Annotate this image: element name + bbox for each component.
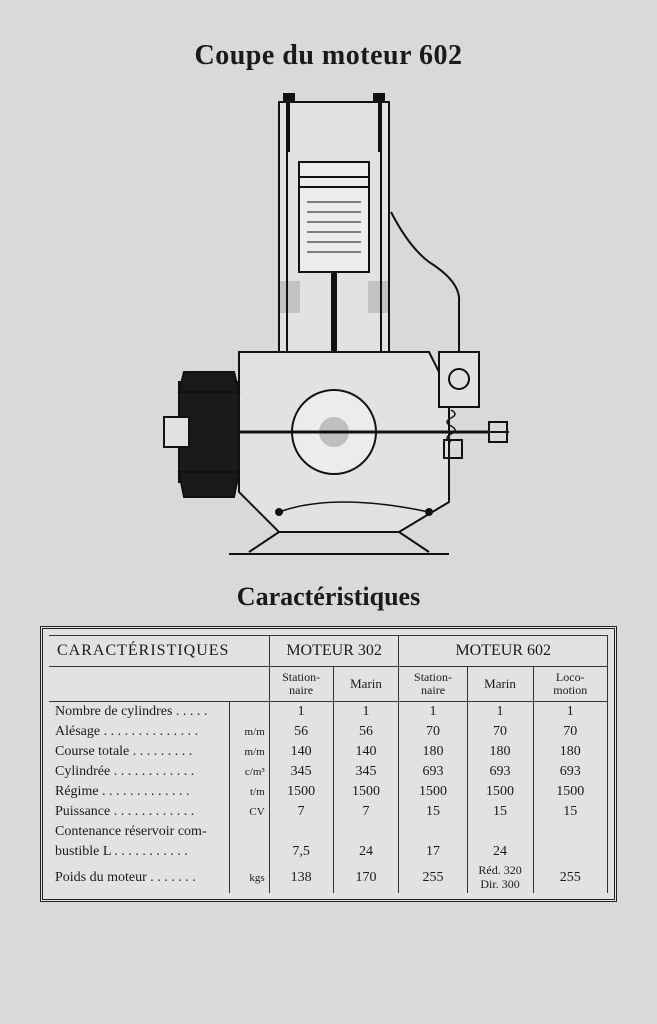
hdr-caracteristiques: CARACTÉRISTIQUES [49, 636, 269, 667]
cell: 1500 [269, 782, 333, 802]
row-unit [230, 822, 269, 842]
cell: 1500 [399, 782, 467, 802]
row-unit: kgs [230, 862, 269, 892]
row-label: Course totale . . . . . . . . . [49, 742, 230, 762]
engine-diagram [129, 92, 529, 562]
cell: 56 [333, 722, 399, 742]
cell: 138 [269, 862, 333, 892]
cell: 7,5 [269, 842, 333, 862]
cell: 693 [533, 762, 607, 782]
cell: Réd. 320Dir. 300 [467, 862, 533, 892]
cell: 180 [399, 742, 467, 762]
row-unit: CV [230, 802, 269, 822]
cell: 70 [399, 722, 467, 742]
cell: 1500 [333, 782, 399, 802]
cell: 180 [533, 742, 607, 762]
page-title: Coupe du moteur 602 [40, 40, 617, 72]
cell: 140 [333, 742, 399, 762]
row-unit [230, 702, 269, 723]
cell: 1500 [533, 782, 607, 802]
cell: 70 [533, 722, 607, 742]
subhdr-blank [49, 667, 269, 702]
row-label: bustible L . . . . . . . . . . . [49, 842, 230, 862]
cell [533, 822, 607, 842]
cell [467, 822, 533, 842]
row-label: Poids du moteur . . . . . . . [49, 862, 230, 892]
subhdr-602-marin: Marin [467, 667, 533, 702]
row-label: Puissance . . . . . . . . . . . . [49, 802, 230, 822]
row-label: Alésage . . . . . . . . . . . . . . [49, 722, 230, 742]
cell [269, 822, 333, 842]
cell: 693 [467, 762, 533, 782]
row-label: Nombre de cylindres . . . . . [49, 702, 230, 723]
cell: 56 [269, 722, 333, 742]
cell: 693 [399, 762, 467, 782]
cell: 70 [467, 722, 533, 742]
row-label: Régime . . . . . . . . . . . . . [49, 782, 230, 802]
cell [333, 822, 399, 842]
cell: 1 [269, 702, 333, 723]
cell: 255 [533, 862, 607, 892]
cell: 1 [467, 702, 533, 723]
spec-table-frame: CARACTÉRISTIQUES MOTEUR 302 MOTEUR 602 S… [40, 626, 617, 902]
subhdr-302-marin: Marin [333, 667, 399, 702]
cell: 345 [333, 762, 399, 782]
cell [399, 822, 467, 842]
cell: 255 [399, 862, 467, 892]
row-unit: t/m [230, 782, 269, 802]
section-subtitle: Caractéristiques [40, 582, 617, 612]
cell: 15 [467, 802, 533, 822]
cell: 15 [399, 802, 467, 822]
cell: 140 [269, 742, 333, 762]
row-unit: m/m [230, 722, 269, 742]
row-label: Contenance réservoir com- [49, 822, 230, 842]
cell: 180 [467, 742, 533, 762]
cell: 1 [399, 702, 467, 723]
row-unit: m/m [230, 742, 269, 762]
cell: 1 [333, 702, 399, 723]
cell: 24 [467, 842, 533, 862]
cell: 24 [333, 842, 399, 862]
row-unit [230, 842, 269, 862]
cell: 7 [333, 802, 399, 822]
subhdr-602-locomotion: Loco-motion [533, 667, 607, 702]
hdr-moteur-602: MOTEUR 602 [399, 636, 608, 667]
cell: 7 [269, 802, 333, 822]
spec-table: CARACTÉRISTIQUES MOTEUR 302 MOTEUR 602 S… [49, 635, 608, 893]
cell: 170 [333, 862, 399, 892]
row-label: Cylindrée . . . . . . . . . . . . [49, 762, 230, 782]
subhdr-602-stationnaire: Station-naire [399, 667, 467, 702]
cell: 1500 [467, 782, 533, 802]
cell: 345 [269, 762, 333, 782]
cell: 17 [399, 842, 467, 862]
hdr-moteur-302: MOTEUR 302 [269, 636, 399, 667]
subhdr-302-stationnaire: Station-naire [269, 667, 333, 702]
cell: 1 [533, 702, 607, 723]
cell: 15 [533, 802, 607, 822]
row-unit: c/m³ [230, 762, 269, 782]
cell [533, 842, 607, 862]
